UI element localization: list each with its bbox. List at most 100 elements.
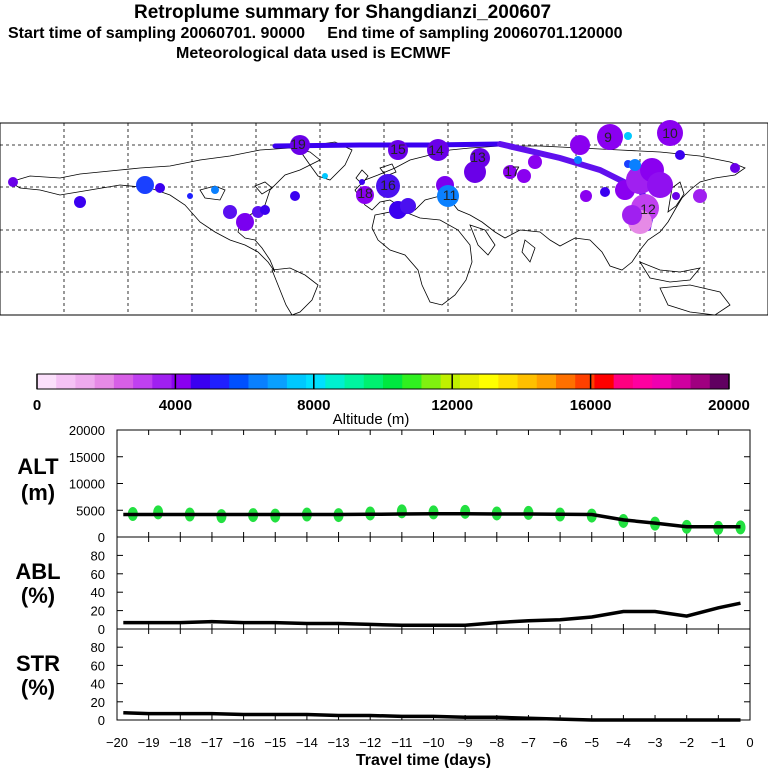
colorbar-swatch	[709, 374, 730, 389]
series-line-abl	[123, 601, 741, 628]
x-tick-label: −3	[648, 735, 663, 750]
plume-centroid	[356, 186, 374, 204]
x-tick-label: −8	[489, 735, 504, 750]
colorbar-swatch	[459, 374, 480, 389]
colorbar-swatch	[594, 374, 615, 389]
x-axis-label: Travel time (days)	[356, 752, 491, 768]
plume-centroid	[427, 139, 449, 161]
plume-centroid	[400, 198, 416, 214]
colorbar-swatch	[363, 374, 384, 389]
plume-age-label: 15	[390, 141, 406, 157]
x-tick-label: −1	[711, 735, 726, 750]
colorbar-swatch	[152, 374, 173, 389]
plume-centroid	[211, 186, 219, 194]
colorbar-swatch	[383, 374, 403, 389]
x-tick-label: −9	[458, 735, 473, 750]
plume-centroid	[629, 159, 641, 171]
plume-age-label: 16	[380, 177, 396, 193]
sampling-time-line: Start time of sampling 20060701. 90000 E…	[8, 25, 623, 42]
colorbar-swatch	[575, 374, 595, 389]
plume-centroid	[622, 205, 642, 225]
y-tick-label: 80	[91, 640, 105, 655]
colorbar-swatch	[440, 374, 461, 389]
y-tick-label: 0	[98, 530, 105, 545]
colorbar-swatch	[671, 374, 692, 389]
colorbar-swatch	[556, 374, 576, 389]
y-tick-label: 0	[98, 713, 105, 728]
panel-ylabel: ALT	[17, 454, 59, 479]
panel-frame	[116, 536, 751, 630]
plume-age-label: 9	[604, 129, 612, 145]
page-title: Retroplume summary for Shangdianzi_20060…	[134, 2, 552, 23]
plume-centroid	[290, 191, 300, 201]
plume-centroid	[8, 177, 18, 187]
plume-centroid	[574, 156, 582, 164]
plume-centroid	[223, 205, 237, 219]
plume-centroid	[503, 165, 517, 179]
panel-ylabel-unit: (m)	[21, 480, 55, 505]
colorbar-swatch	[75, 374, 96, 389]
plume-centroid	[155, 183, 165, 193]
colorbar-swatch	[344, 374, 365, 389]
x-tick-label: −14	[296, 735, 318, 750]
plume-age-label: 17	[504, 163, 520, 179]
plume-centroid	[580, 190, 592, 202]
alt-distribution-marker	[460, 504, 471, 519]
plume-centroid-circles	[8, 120, 740, 234]
plume-centroid	[647, 172, 673, 198]
plume-centroid	[187, 193, 193, 199]
plume-centroid	[470, 148, 490, 168]
plume-age-label: 12	[640, 201, 656, 217]
y-tick-label: 20	[91, 604, 105, 619]
panel-ylabel: ABL	[15, 559, 60, 584]
colorbar-swatch	[190, 374, 211, 389]
plume-centroid	[359, 179, 365, 185]
plume-centroid	[388, 140, 408, 160]
colorbar-swatch	[421, 374, 442, 389]
plume-centroid	[624, 132, 632, 140]
colorbar-swatch	[267, 374, 288, 389]
plume-centroid	[136, 176, 154, 194]
colorbar-swatch	[171, 374, 192, 389]
plume-centroid	[290, 135, 310, 155]
colorbar-swatch	[479, 374, 499, 389]
colorbar-swatch	[613, 374, 634, 389]
colorbar-tick-label: 0	[33, 397, 41, 414]
plume-centroid	[517, 169, 531, 183]
colorbar-swatch	[306, 374, 326, 389]
alt-distribution-marker	[396, 504, 407, 519]
colorbar-tick-label: 4000	[159, 397, 192, 414]
plume-centroid	[74, 196, 86, 208]
panel-ylabel: STR	[16, 651, 60, 676]
plume-centroid	[570, 135, 590, 155]
alt-distribution-marker	[153, 505, 164, 520]
x-tick-label: −20	[106, 735, 128, 750]
colorbar-tick-label: 8000	[297, 397, 330, 414]
colorbar-swatch	[133, 374, 153, 389]
panel-frame	[116, 628, 751, 721]
plume-age-label: 11	[443, 187, 458, 203]
time-series-panels: 20000150001000050000ALT(m)806040200ABL(%…	[15, 423, 753, 768]
plume-centroid	[693, 189, 707, 203]
plume-age-label: 18	[357, 185, 373, 201]
plume-centroid	[657, 120, 683, 146]
y-tick-label: 15000	[69, 450, 105, 465]
colorbar-swatch	[286, 374, 307, 389]
plume-centroid	[600, 187, 610, 197]
x-tick-label: −16	[233, 735, 255, 750]
colorbar-swatch	[37, 374, 57, 389]
x-tick-label: −19	[138, 735, 160, 750]
plume-centroid	[528, 155, 542, 169]
altitude-colorbar: 0 4000 8000 12000 16000 20000	[33, 373, 750, 414]
x-tick-label: −12	[359, 735, 381, 750]
colorbar-tick-label: 20000	[708, 397, 750, 414]
y-tick-label: 80	[91, 548, 105, 563]
x-tick-label: −4	[616, 735, 631, 750]
colorbar-swatch	[56, 374, 76, 389]
colorbar-swatch	[402, 374, 422, 389]
plume-centroid	[322, 173, 328, 179]
alt-distribution-marker	[735, 520, 746, 535]
x-tick-label: −15	[264, 735, 286, 750]
x-tick-label: −13	[328, 735, 350, 750]
